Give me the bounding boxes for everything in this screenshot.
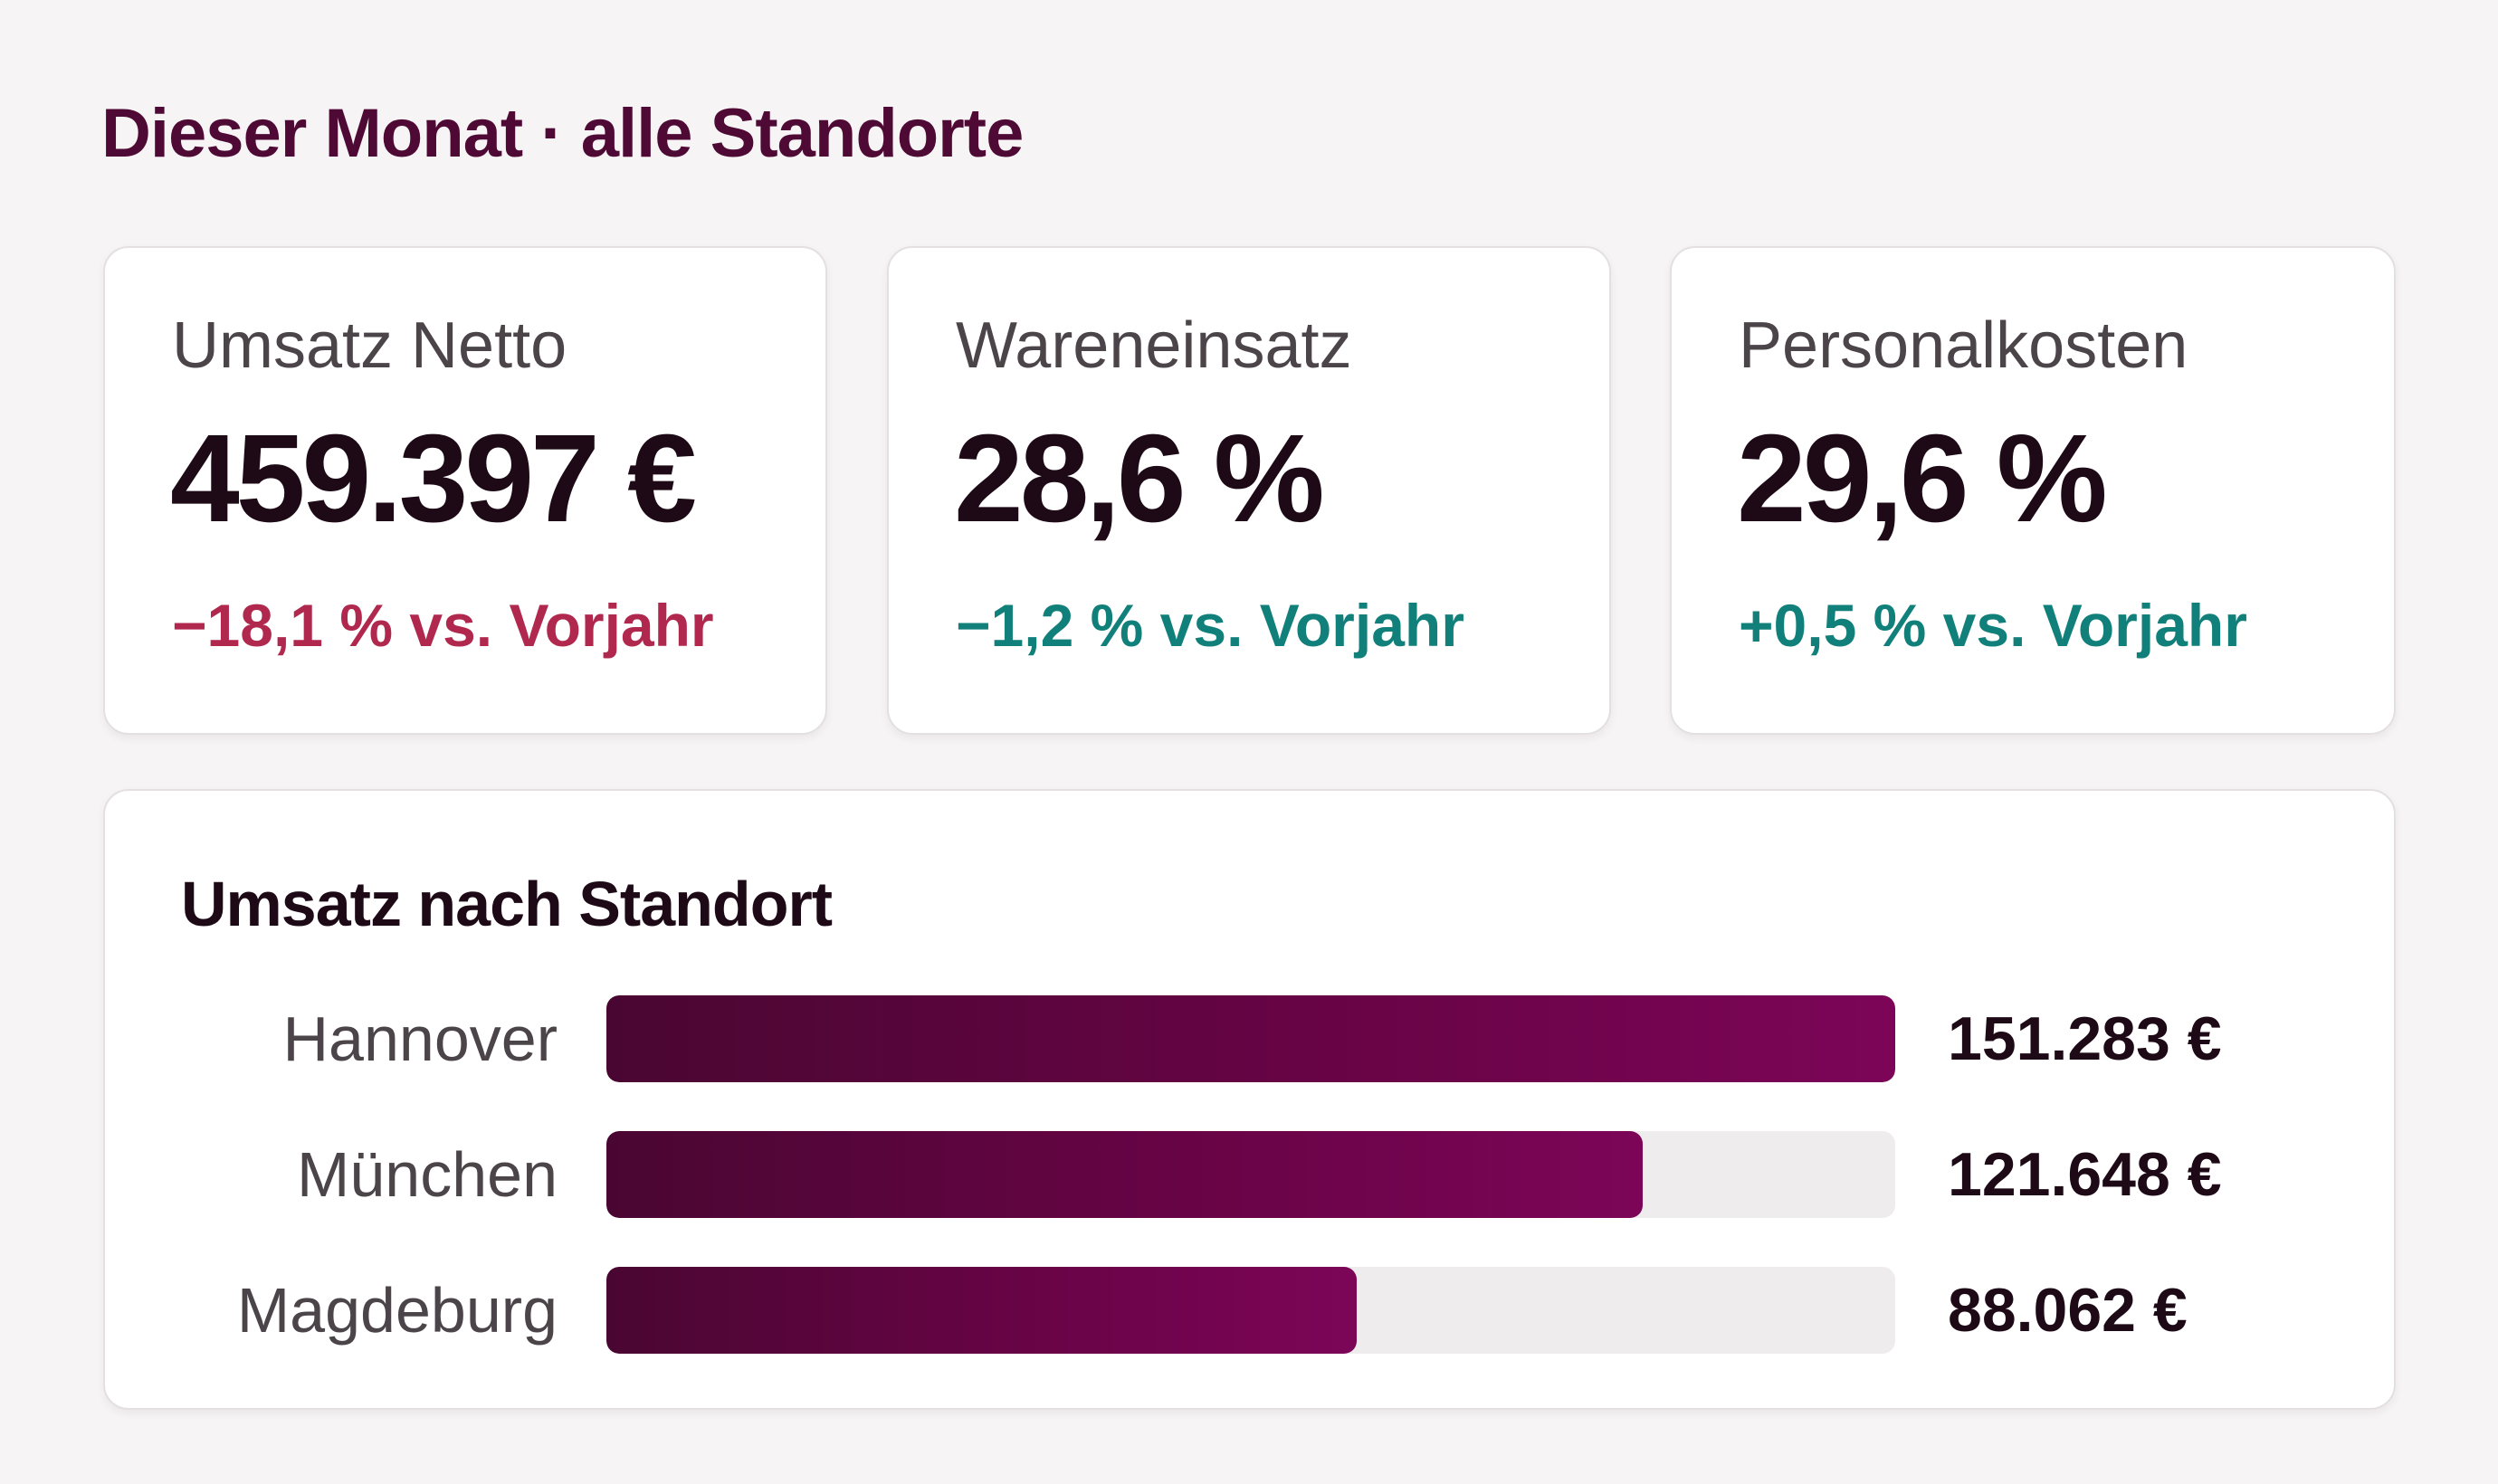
bar-fill — [606, 995, 1895, 1082]
page-title: Dieser Monat · alle Standorte — [101, 95, 1024, 172]
bar-label: Hannover — [282, 1004, 558, 1074]
kpi-label: Personalkosten — [1739, 309, 2188, 382]
bar-row-magdeburg: Magdeburg 88.062 € — [105, 1267, 2394, 1354]
bar-row-hannover: Hannover 151.283 € — [105, 995, 2394, 1082]
kpi-label: Umsatz Netto — [172, 309, 567, 382]
bar-fill — [606, 1267, 1357, 1354]
kpi-delta: +0,5 % vs. Vorjahr — [1739, 592, 2247, 659]
kpi-value: 459.397 € — [170, 409, 697, 548]
bar-row-muenchen: München 121.648 € — [105, 1131, 2394, 1218]
card-title: Umsatz nach Standort — [181, 869, 833, 939]
bar-label: München — [297, 1139, 558, 1210]
bar-fill — [606, 1131, 1644, 1218]
bar-value: 121.648 € — [1948, 1140, 2222, 1209]
kpi-label: Wareneinsatz — [956, 309, 1352, 382]
bar-track — [606, 1131, 1895, 1218]
bar-label: Magdeburg — [236, 1275, 558, 1346]
kpi-card-wareneinsatz: Wareneinsatz 28,6 % −1,2 % vs. Vorjahr — [887, 246, 1611, 735]
umsatz-nach-standort-card: Umsatz nach Standort Hannover 151.283 € … — [103, 789, 2396, 1410]
kpi-value: 28,6 % — [954, 409, 1325, 548]
kpi-card-personalkosten: Personalkosten 29,6 % +0,5 % vs. Vorjahr — [1670, 246, 2396, 735]
bar-value: 88.062 € — [1948, 1276, 2188, 1345]
kpi-card-umsatz-netto: Umsatz Netto 459.397 € −18,1 % vs. Vorja… — [103, 246, 827, 735]
kpi-value: 29,6 % — [1737, 409, 2108, 548]
kpi-delta: −1,2 % vs. Vorjahr — [956, 592, 1464, 659]
kpi-delta: −18,1 % vs. Vorjahr — [172, 592, 714, 659]
bar-track — [606, 995, 1895, 1082]
bar-value: 151.283 € — [1948, 1004, 2222, 1073]
bar-track — [606, 1267, 1895, 1354]
